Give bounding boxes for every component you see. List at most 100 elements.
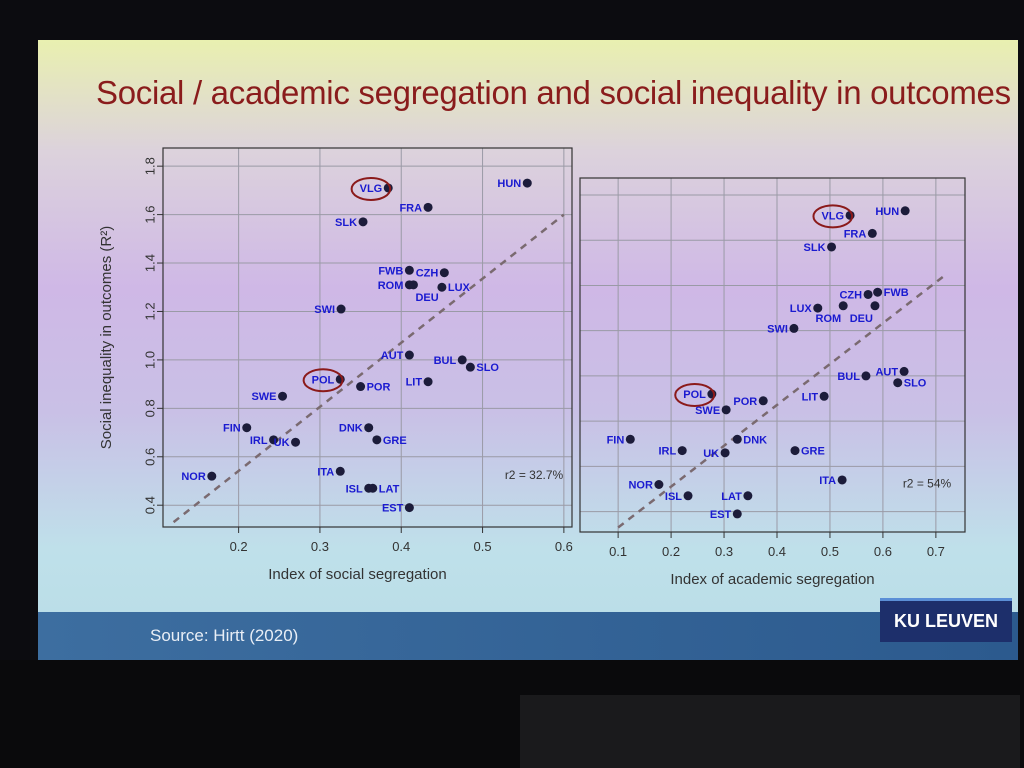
point-label: HUN <box>497 178 521 190</box>
point-label: ROM <box>378 280 404 292</box>
point-label: CZH <box>839 289 862 301</box>
data-point-ita <box>837 475 847 485</box>
data-point-bul <box>457 355 467 365</box>
point-label: EST <box>382 503 404 515</box>
data-point-czh <box>439 268 449 278</box>
data-point-est <box>404 503 414 513</box>
data-point-fwb <box>404 265 414 275</box>
point-label: LIT <box>406 377 423 389</box>
data-point-isl <box>683 491 693 501</box>
y-tick-label: 0.4 <box>142 496 157 514</box>
point-label: BUL <box>837 371 860 383</box>
y-tick-label: 1.2 <box>142 302 157 320</box>
point-label: HUN <box>875 206 899 218</box>
x-tick-label: 0.3 <box>311 539 329 554</box>
regression-line <box>172 213 565 524</box>
point-label: FIN <box>223 423 241 435</box>
point-label: UK <box>703 448 719 460</box>
point-label: FRA <box>399 202 422 214</box>
data-point-hun <box>522 178 532 188</box>
y-tick-label: 0.6 <box>142 448 157 466</box>
point-label: IRL <box>658 446 676 458</box>
data-point-gre <box>790 446 800 456</box>
data-point-irl <box>269 435 279 445</box>
x-tick-label: 0.1 <box>609 544 627 559</box>
data-point-lat <box>743 491 753 501</box>
r-squared-annotation: r2 = 54% <box>903 476 952 490</box>
point-label: POL <box>683 389 706 401</box>
source-citation: Source: Hirtt (2020) <box>150 626 299 645</box>
ku-leuven-logo: KU LEUVEN <box>879 598 1012 642</box>
data-point-aut <box>404 350 414 360</box>
regression-line <box>617 273 948 529</box>
data-point-swi <box>336 304 346 314</box>
point-label: DEU <box>415 292 438 304</box>
point-label: LAT <box>379 483 400 495</box>
point-label: NOR <box>628 479 653 491</box>
data-point-fra <box>423 202 433 212</box>
highlight-circle <box>350 176 392 201</box>
point-label: ISL <box>665 491 682 503</box>
highlight-circle <box>674 383 716 408</box>
data-point-slk <box>358 217 368 227</box>
data-point-gre <box>372 435 382 445</box>
data-point-por <box>356 382 366 392</box>
point-label: ISL <box>346 483 363 495</box>
point-label: SWI <box>767 323 788 335</box>
data-point-uk <box>291 437 301 447</box>
y-tick-label: 1.0 <box>142 351 157 369</box>
data-point-ita <box>335 466 345 476</box>
data-point-lit <box>423 377 433 387</box>
data-point-swe <box>278 391 288 401</box>
y-tick-label: 1.4 <box>142 254 157 272</box>
point-label: IRL <box>250 435 268 447</box>
data-point-lat <box>368 483 378 493</box>
highlight-circle <box>812 204 854 229</box>
data-point-irl <box>677 446 687 456</box>
data-point-deu <box>870 301 880 311</box>
point-label: FWB <box>884 287 909 299</box>
data-point-dnk <box>364 423 374 433</box>
y-tick-label: 1.6 <box>142 206 157 224</box>
plot-frame <box>579 177 966 533</box>
data-point-deu <box>408 280 418 290</box>
x-tick-label: 0.2 <box>662 544 680 559</box>
data-point-slk <box>827 242 837 252</box>
highlight-circle <box>302 368 344 393</box>
data-point-fin <box>625 434 635 444</box>
point-label: SLO <box>476 362 499 374</box>
data-point-fra <box>867 228 877 238</box>
data-point-lux <box>437 282 447 292</box>
y-tick-label: 1.8 <box>142 157 157 175</box>
x-tick-label: 0.4 <box>768 544 786 559</box>
x-tick-label: 0.4 <box>392 539 410 554</box>
point-label: FRA <box>844 228 867 240</box>
point-label: EST <box>710 509 732 521</box>
point-label: FWB <box>378 265 403 277</box>
y-tick-label: 0.8 <box>142 399 157 417</box>
data-point-aut <box>899 366 909 376</box>
point-label: AUT <box>875 366 898 378</box>
data-point-bul <box>861 371 871 381</box>
point-label: BUL <box>434 355 457 367</box>
point-label: VLG <box>821 210 844 222</box>
point-label: POR <box>367 382 391 394</box>
data-point-lux <box>813 303 823 313</box>
point-label: UK <box>274 437 290 449</box>
point-label: LIT <box>802 391 819 403</box>
point-label: DEU <box>850 313 873 325</box>
data-point-est <box>732 509 742 519</box>
data-point-por <box>758 396 768 406</box>
x-tick-label: 0.2 <box>230 539 248 554</box>
point-label: SWE <box>251 391 276 403</box>
data-point-dnk <box>732 434 742 444</box>
point-label: GRE <box>801 446 825 458</box>
point-label: DNK <box>743 434 767 446</box>
data-point-nor <box>654 479 664 489</box>
point-label: SLO <box>904 378 927 390</box>
scatter-plots: 0.2 0.3 0.4 0.5 0.6 0.4 0.6 0.8 1.0 1.2 1.4 1.6 1.8 r… <box>98 147 966 588</box>
x-tick-label: 0.7 <box>927 544 945 559</box>
point-label: SLK <box>804 242 826 254</box>
point-label: POR <box>733 396 757 408</box>
point-label: ROM <box>816 313 842 325</box>
